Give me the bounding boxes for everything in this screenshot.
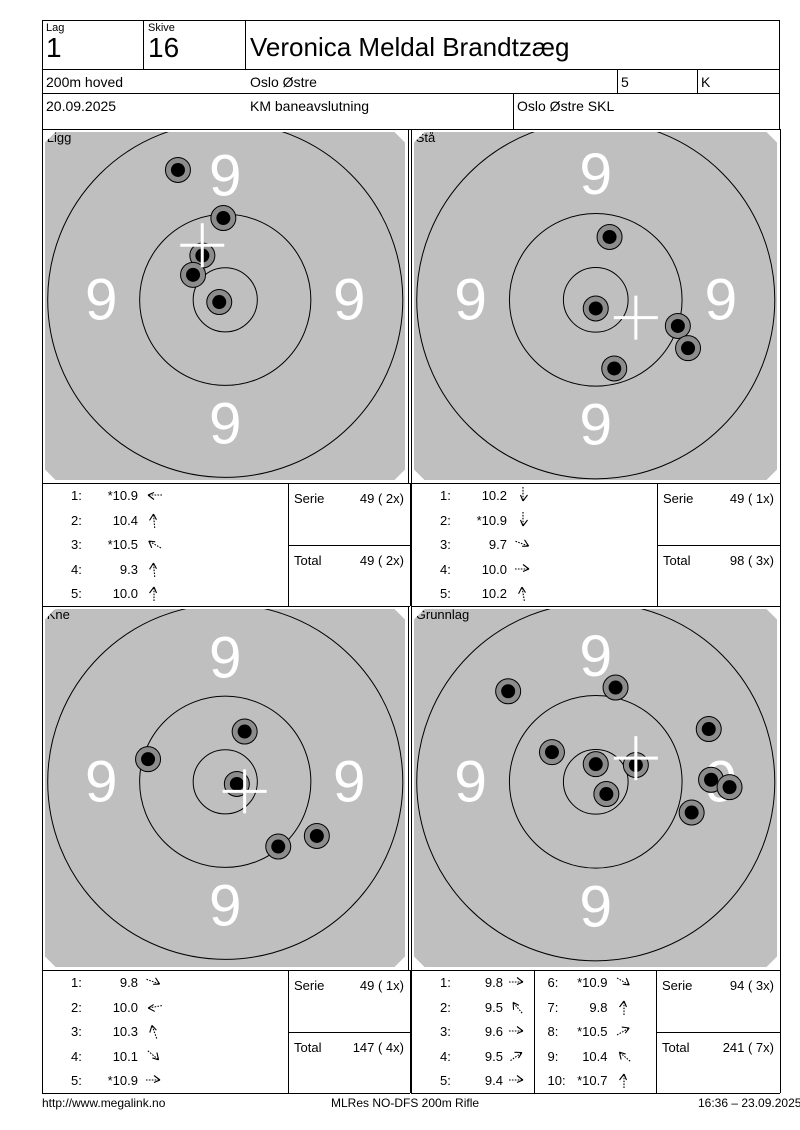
svg-text:9: 9 — [579, 142, 612, 207]
svg-text:9: 9 — [579, 392, 612, 457]
svg-text:9: 9 — [209, 873, 241, 938]
svg-text:9: 9 — [333, 749, 365, 814]
svg-text:9: 9 — [209, 391, 241, 456]
svg-text:9: 9 — [333, 267, 365, 332]
svg-text:9: 9 — [454, 267, 487, 332]
svg-text:9: 9 — [579, 874, 612, 939]
svg-text:9: 9 — [209, 625, 241, 690]
svg-text:9: 9 — [85, 749, 117, 814]
svg-text:9: 9 — [85, 267, 117, 332]
svg-text:9: 9 — [704, 267, 737, 332]
svg-text:9: 9 — [209, 143, 241, 208]
svg-text:9: 9 — [454, 749, 487, 814]
